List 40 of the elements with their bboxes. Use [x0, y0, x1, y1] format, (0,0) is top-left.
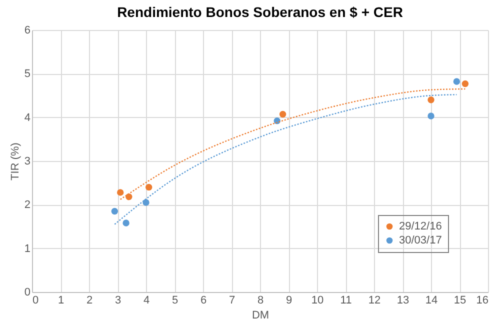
x-tick-label: 10	[311, 294, 324, 306]
y-tick-label: 5	[24, 68, 30, 80]
x-tick-label: 4	[143, 294, 150, 306]
x-tick-label: 13	[396, 294, 410, 306]
x-tick-label: 11	[340, 294, 352, 306]
x-tick-label: 16	[476, 294, 488, 306]
y-tick-label: 2	[24, 199, 30, 212]
chart-title: Rendimiento Bonos Soberanos en $ + CER	[117, 4, 403, 20]
x-tick-label: 1	[58, 294, 64, 306]
y-axis-title: TIR (%)	[9, 142, 22, 180]
point	[279, 110, 286, 118]
x-tick-label: 15	[454, 294, 466, 306]
y-tick-label: 1	[24, 242, 30, 255]
legend-label: 30/03/17	[399, 234, 442, 246]
x-tick-label: 9	[286, 294, 292, 306]
x-tick-label: 7	[228, 294, 236, 306]
x-tick-label: 5	[172, 294, 178, 306]
y-tick-label: 4	[24, 112, 30, 124]
point	[462, 80, 469, 88]
point	[453, 78, 460, 85]
x-axis-title: DM	[252, 310, 270, 322]
x-tick-label: 8	[257, 294, 264, 306]
point	[145, 184, 152, 191]
legend-label: 29/12/16	[399, 220, 442, 232]
x-tick-label: 14	[425, 294, 438, 306]
y-tick-label: 3	[24, 156, 30, 168]
x-tick-label: 0	[32, 294, 39, 306]
x-tick-label: 3	[114, 294, 122, 306]
y-tick-label: 0	[24, 286, 30, 298]
point	[116, 189, 124, 196]
x-tick-label: 6	[200, 294, 207, 306]
point	[428, 112, 434, 120]
point	[122, 220, 130, 226]
y-tick-label: 6	[24, 24, 30, 36]
point	[142, 199, 150, 206]
x-tick-label: 2	[86, 294, 93, 306]
point	[428, 96, 434, 104]
point	[111, 208, 118, 215]
x-tick-label: 12	[368, 294, 381, 306]
point	[126, 193, 132, 200]
